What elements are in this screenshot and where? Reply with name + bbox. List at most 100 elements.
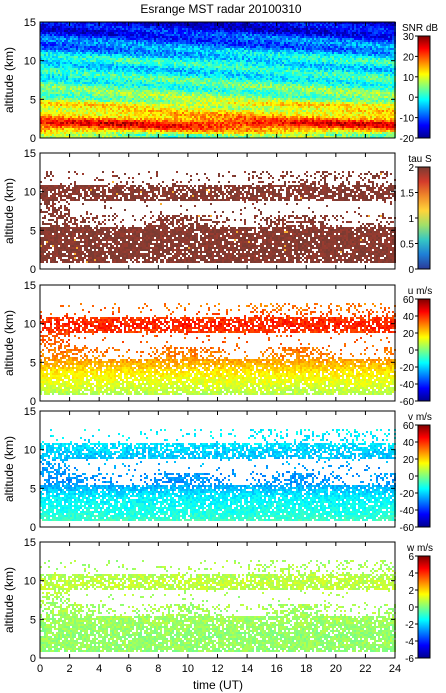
heatmap-cell xyxy=(120,134,122,136)
heatmap-cell xyxy=(200,98,202,100)
heatmap-cell xyxy=(46,126,48,128)
heatmap-cell xyxy=(158,34,160,36)
heatmap-cell xyxy=(204,114,206,116)
heatmap-cell xyxy=(82,106,84,108)
heatmap-cell xyxy=(48,96,50,98)
heatmap-cell xyxy=(152,34,154,36)
heatmap-cell xyxy=(142,84,144,86)
heatmap-cell xyxy=(134,122,136,124)
heatmap-cell xyxy=(68,104,70,106)
heatmap-cell xyxy=(108,74,110,76)
heatmap-cell xyxy=(118,36,120,38)
heatmap-cell xyxy=(92,80,94,82)
heatmap-cell xyxy=(86,28,88,30)
heatmap-cell xyxy=(80,106,82,108)
heatmap-cell xyxy=(80,88,82,90)
heatmap-cell xyxy=(128,26,130,28)
heatmap-cell xyxy=(188,86,190,88)
heatmap-cell xyxy=(190,42,192,44)
heatmap-cell xyxy=(122,90,124,92)
heatmap-cell xyxy=(44,86,46,88)
heatmap-cell xyxy=(194,124,196,126)
heatmap-cell xyxy=(156,68,158,70)
heatmap-cell xyxy=(52,58,54,60)
heatmap-cell xyxy=(190,114,192,116)
heatmap-cell xyxy=(62,122,64,124)
heatmap-cell xyxy=(46,68,48,70)
heatmap-cell xyxy=(192,74,194,76)
heatmap-cell xyxy=(108,66,110,68)
heatmap-cell xyxy=(72,34,74,36)
heatmap-cell xyxy=(180,48,182,50)
heatmap-cell xyxy=(52,116,54,118)
heatmap-cell xyxy=(44,100,46,102)
heatmap-cell xyxy=(182,124,184,126)
heatmap-cell xyxy=(50,88,52,90)
heatmap-cell xyxy=(66,94,68,96)
heatmap-cell xyxy=(124,74,126,76)
heatmap-cell xyxy=(186,132,188,134)
heatmap-cell xyxy=(102,132,104,134)
heatmap-cell xyxy=(42,30,44,32)
heatmap-cell xyxy=(144,34,146,36)
heatmap-cell xyxy=(190,62,192,64)
heatmap-cell xyxy=(86,58,88,60)
heatmap-cell xyxy=(56,102,58,104)
heatmap-cell xyxy=(136,28,138,30)
heatmap-cell xyxy=(108,70,110,72)
heatmap-cell xyxy=(124,24,126,26)
heatmap-cell xyxy=(164,102,166,104)
heatmap-cell xyxy=(114,124,116,126)
heatmap-cell xyxy=(82,132,84,134)
heatmap-cell xyxy=(150,78,152,80)
heatmap-cell xyxy=(104,116,106,118)
heatmap-cell xyxy=(68,58,70,60)
heatmap-cell xyxy=(132,124,134,126)
heatmap-cell xyxy=(160,44,162,46)
heatmap-cell xyxy=(170,92,172,94)
heatmap-cell xyxy=(178,104,180,106)
heatmap-cell xyxy=(146,36,148,38)
heatmap-cell xyxy=(210,126,212,128)
heatmap-cell xyxy=(64,126,66,128)
heatmap-cell xyxy=(112,34,114,36)
heatmap-cell xyxy=(98,128,100,130)
heatmap-cell xyxy=(128,100,130,102)
heatmap-cell xyxy=(54,48,56,50)
heatmap-cell xyxy=(52,108,54,110)
heatmap-cell xyxy=(154,88,156,90)
heatmap-cell xyxy=(144,132,146,134)
heatmap-cell xyxy=(62,50,64,52)
heatmap-cell xyxy=(90,26,92,28)
heatmap-cell xyxy=(130,82,132,84)
heatmap-cell xyxy=(110,124,112,126)
heatmap-cell xyxy=(58,24,60,26)
heatmap-cell xyxy=(136,64,138,66)
heatmap-cell xyxy=(116,42,118,44)
heatmap-cell xyxy=(162,26,164,28)
heatmap-cell xyxy=(124,58,126,60)
heatmap-cell xyxy=(118,46,120,48)
heatmap-cell xyxy=(136,66,138,68)
heatmap-cell xyxy=(98,60,100,62)
heatmap-cell xyxy=(100,110,102,112)
heatmap-cell xyxy=(44,96,46,98)
heatmap-cell xyxy=(168,38,170,40)
heatmap-cell xyxy=(196,48,198,50)
heatmap-cell xyxy=(160,112,162,114)
heatmap-cell xyxy=(44,104,46,106)
heatmap-cell xyxy=(148,34,150,36)
heatmap-cell xyxy=(42,68,44,70)
heatmap-cell xyxy=(142,60,144,62)
heatmap-cell xyxy=(190,64,192,66)
heatmap-cell xyxy=(138,56,140,58)
heatmap-cell xyxy=(146,80,148,82)
heatmap-cell xyxy=(106,44,108,46)
heatmap-cell xyxy=(50,92,52,94)
heatmap-cell xyxy=(184,120,186,122)
heatmap-cell xyxy=(98,32,100,34)
heatmap-cell xyxy=(160,124,162,126)
heatmap-cell xyxy=(178,74,180,76)
heatmap-cell xyxy=(98,44,100,46)
heatmap-cell xyxy=(188,44,190,46)
